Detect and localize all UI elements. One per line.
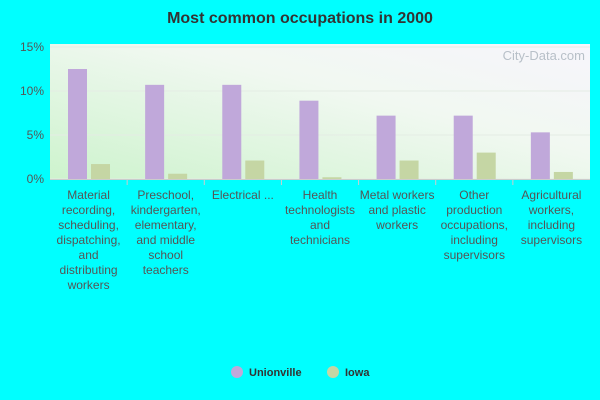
bar	[530, 132, 550, 179]
bar	[376, 115, 396, 179]
bar	[222, 84, 242, 179]
y-tick-label: 10%	[20, 84, 44, 98]
bar	[145, 84, 165, 179]
bar	[553, 171, 573, 179]
y-tick-label: 5%	[27, 128, 45, 142]
x-tick-label: Material recording, scheduling, dispatching…	[57, 188, 121, 292]
x-tick-label: Agricultural workers, including supervisors	[521, 188, 582, 247]
chart-title: Most common occupations in 2000	[167, 10, 433, 27]
watermark: City-Data.com	[503, 48, 585, 63]
legend-swatch	[231, 366, 243, 378]
x-tick-label: Metal workers and plastic workers	[360, 188, 435, 232]
x-tick-label: Other production occupations, including supe…	[441, 188, 508, 262]
bar	[453, 115, 473, 179]
legend-label: Unionville	[249, 367, 302, 379]
bar	[322, 177, 342, 179]
y-tick-label: 15%	[20, 40, 44, 54]
x-tick-label: Preschool, kindergarten, elementary, and mi…	[131, 188, 201, 277]
bar	[245, 160, 265, 179]
bar	[91, 164, 110, 179]
bar	[399, 160, 419, 179]
legend-swatch	[327, 366, 339, 378]
x-tick-label: Electrical ...	[212, 188, 274, 202]
bar	[68, 69, 87, 179]
bar	[299, 100, 319, 179]
x-tick-label: Health technologists and technicians	[285, 188, 355, 247]
legend-label: Iowa	[345, 367, 370, 379]
bar	[168, 173, 188, 179]
plot-area	[50, 44, 590, 180]
bar	[476, 152, 496, 179]
y-tick-label: 0%	[27, 172, 45, 186]
